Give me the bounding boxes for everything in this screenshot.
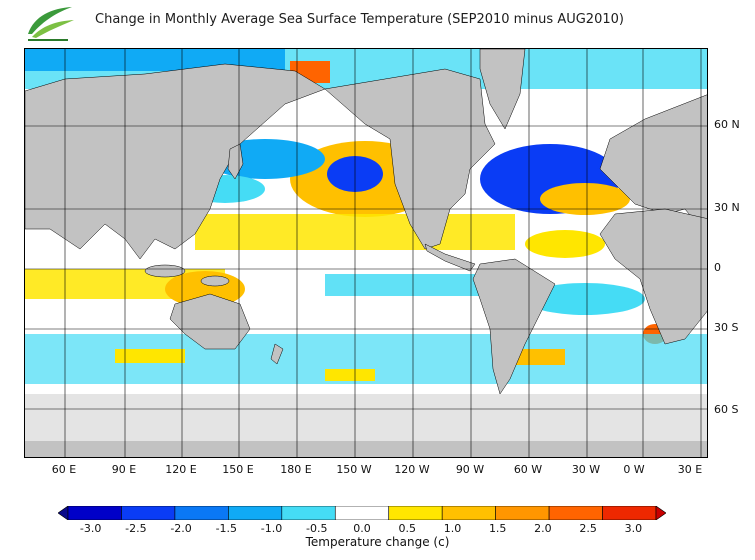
colorbar-tick-label: 1.0 [443,522,462,535]
colorbar-unit-label: Temperature change (c) [305,535,450,549]
colorbar-tick-label: 2.0 [534,522,552,535]
colorbar-swatch [281,506,336,520]
sst-change-map [24,48,708,458]
lon-label-30w: 30 W [571,463,601,476]
colorbar-tick-label: 0.5 [398,522,416,535]
colorbar-tick-label: 1.5 [488,522,507,535]
colorbar-tick-label: -3.0 [79,522,102,535]
central-america-land [424,243,476,272]
lon-label-180e: 180 E [280,463,312,476]
lon-label-150w: 150 W [336,463,372,476]
lon-label-60e: 60 E [51,463,77,476]
lon-label-60w: 60 W [513,463,543,476]
colorbar-swatch [334,506,390,520]
lon-label-120w: 120 W [394,463,430,476]
greenland-land [479,49,526,130]
lat-label-30n: 30 N [714,201,740,214]
equatorial-cool-tongue [325,274,485,296]
colorbar-tick-label: -1.5 [215,522,238,535]
lon-label-30e: 30 E [677,463,703,476]
colorbar-swatch [388,506,443,520]
colorbar-tick-label: -1.0 [260,522,283,535]
lon-label-90e: 90 E [111,463,137,476]
colorbar-swatch [602,506,657,520]
southern-ocean-warm-patch-3 [325,369,375,381]
colorbar-swatch [121,506,176,520]
tropical-atlantic-warm [525,230,605,258]
colorbar-tick-label: 3.0 [624,522,643,535]
south-america-land [472,258,556,395]
colorbar-tick-label: 0.0 [353,522,371,535]
colorbar-tick-label: 2.5 [579,522,597,535]
indonesia-islands [144,264,186,278]
south-atlantic-cool [525,283,645,315]
lat-label-0: 0 [714,261,721,274]
temperature-colorbar [58,506,666,520]
colorbar-swatch [174,506,229,520]
colorbar-swatch [548,506,603,520]
antarctica-land [25,441,707,457]
new-guinea-island [200,275,230,287]
africa-land [599,208,707,345]
agency-logo [22,4,78,44]
southern-ocean-warm-patches [115,349,185,363]
colorbar-swatch [441,506,496,520]
colorbar-tick-label: -2.5 [125,522,147,535]
new-zealand-islands [270,343,284,365]
lon-label-0w: 0 W [623,463,645,476]
lat-label-60n: 60 N [714,118,740,131]
australia-land [169,293,251,350]
gulf-stream-warm-anomaly [540,183,630,215]
map-canvas [25,49,707,457]
lon-label-120e: 120 E [165,463,197,476]
lat-label-30s: 30 S [714,321,739,334]
north-america-land [324,68,496,250]
colorbar-tick-label: -0.5 [306,522,328,535]
colorbar-swatch [67,506,122,520]
lat-label-60s: 60 S [714,403,739,416]
graticule [25,49,707,457]
lon-label-150e: 150 E [222,463,254,476]
colorbar-swatch [228,506,283,520]
eurasia-land [25,63,326,260]
colorbar-arrow-low [58,506,69,520]
colorbar-tick-label: -2.0 [170,522,192,535]
colorbar-arrow-high [655,506,666,520]
lon-label-90w: 90 W [455,463,485,476]
colorbar-swatch [495,506,550,520]
map-title: Change in Monthly Average Sea Surface Te… [95,12,624,27]
